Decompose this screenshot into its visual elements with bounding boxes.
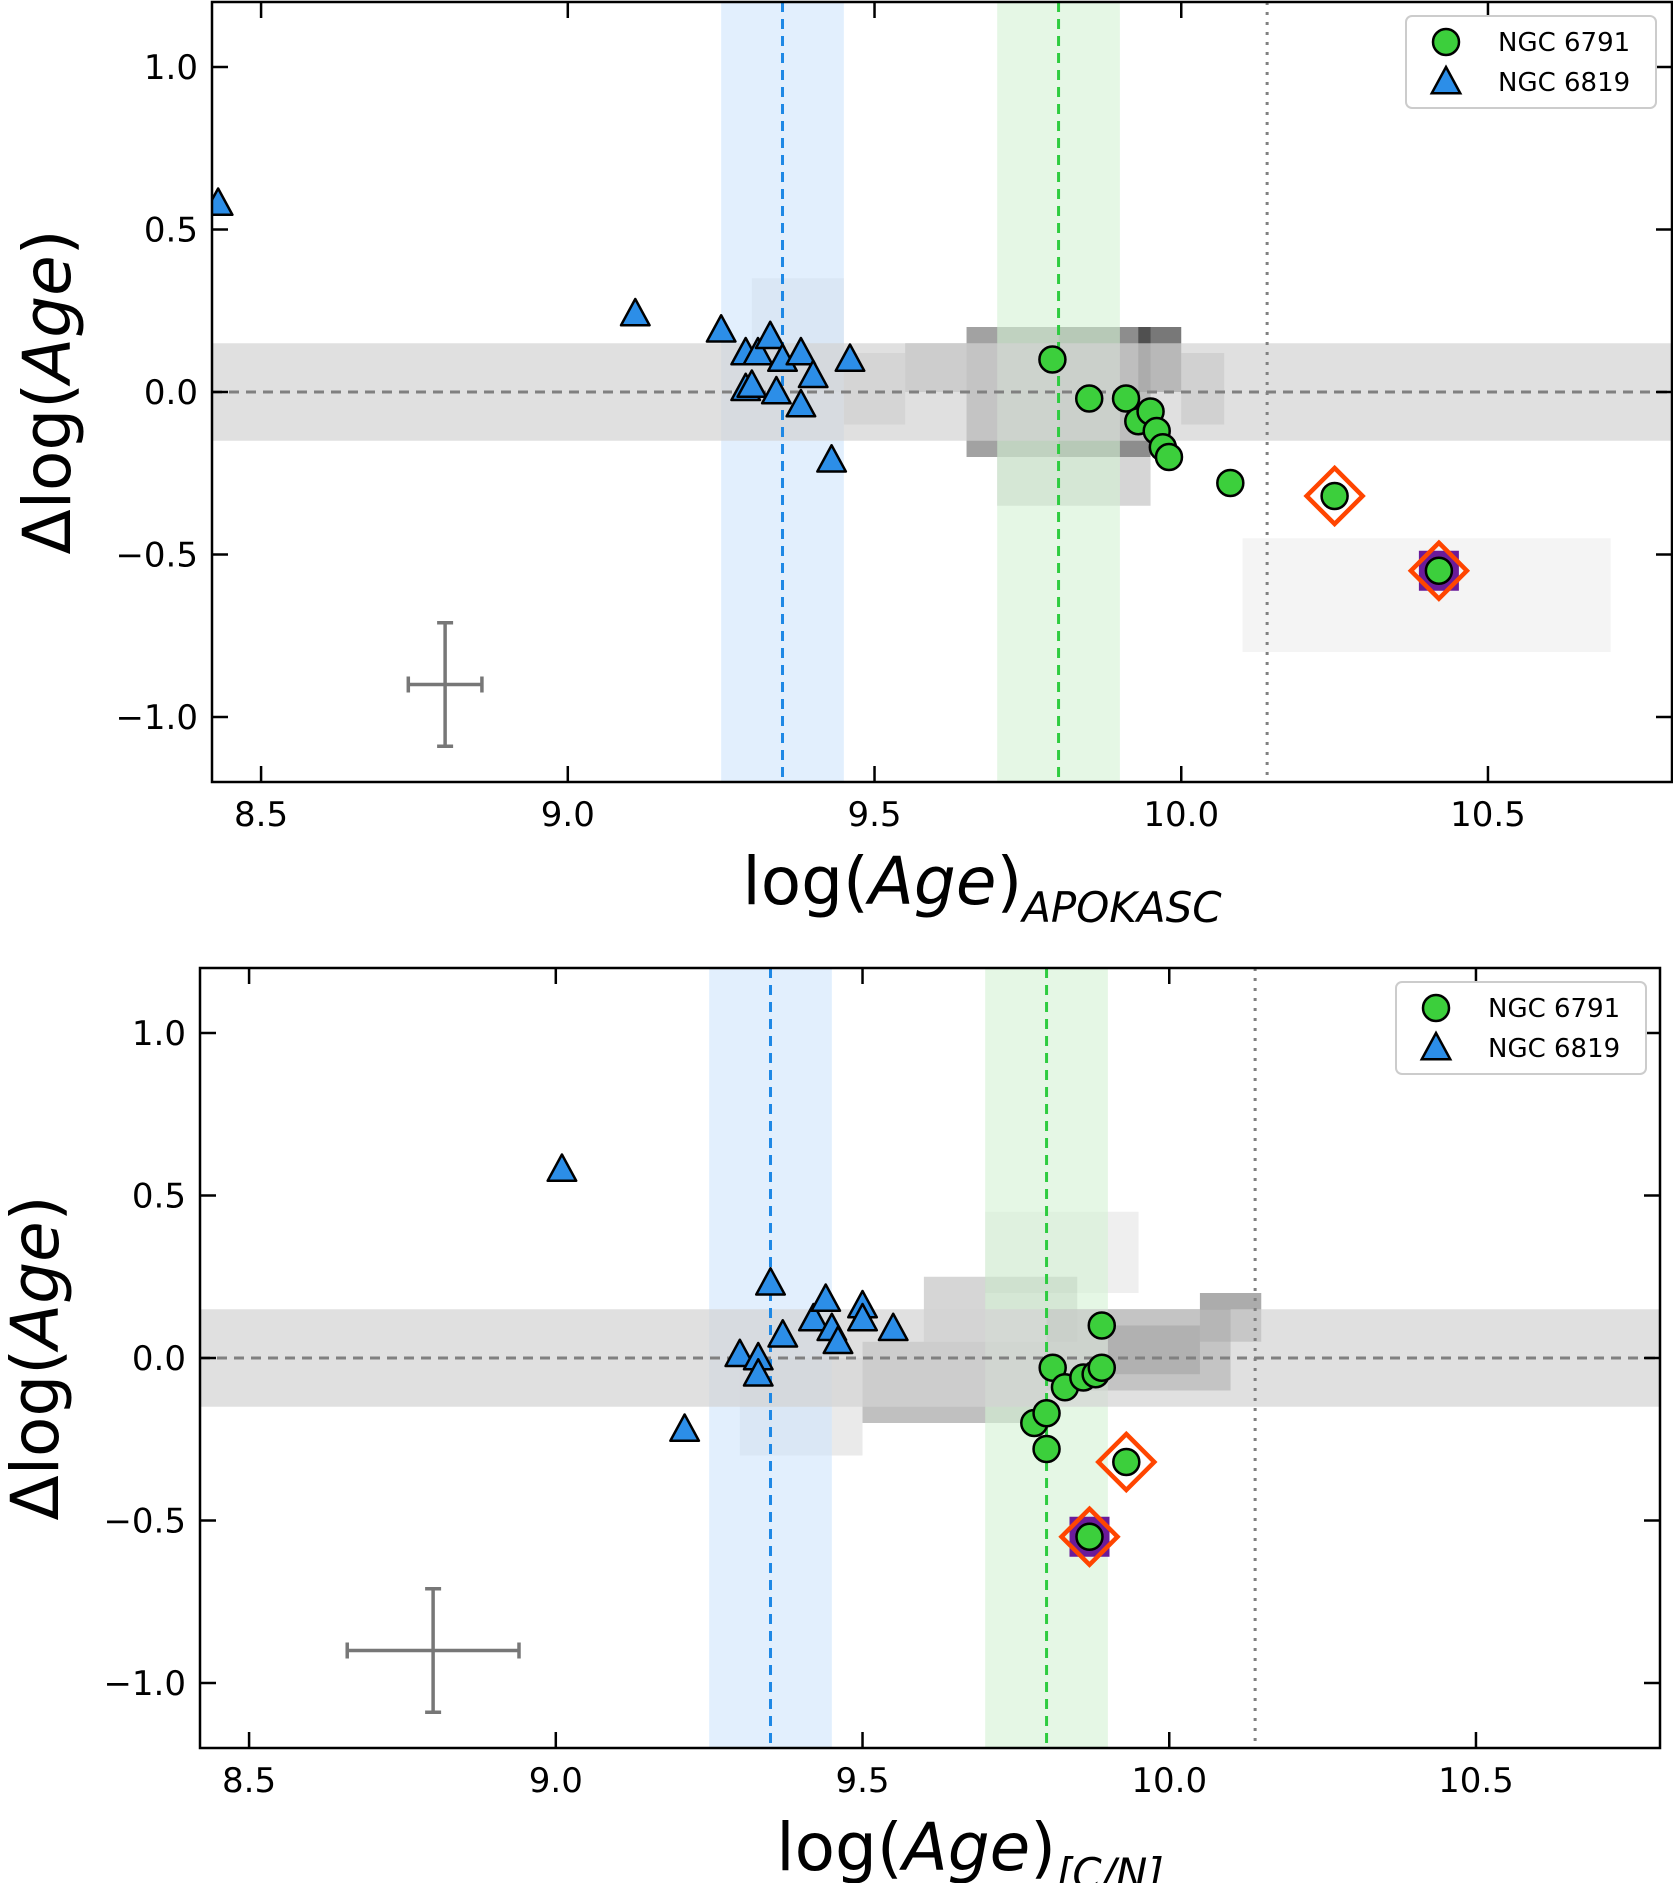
legend-label: NGC 6819: [1488, 1034, 1620, 1064]
legend-box: [1395, 981, 1647, 1075]
y-tick-label: 0.0: [132, 1339, 186, 1379]
data-point-ngc6791: [1320, 481, 1349, 511]
data-point-ngc6791: [1032, 1399, 1061, 1428]
legend: NGC 6791 NGC 6819: [1405, 15, 1657, 109]
data-point-ngc6819: [822, 1325, 854, 1355]
data-point-ngc6819: [742, 1358, 774, 1387]
y-axis-title: Δlog(Age): [0, 1196, 74, 1521]
y-axis-title-italic: Age: [0, 1221, 74, 1353]
data-point-ngc6819: [754, 320, 786, 350]
data-point-ngc6791: [1087, 1311, 1117, 1340]
data-point-ngc6819: [816, 444, 848, 473]
x-axis-title: log(Age)APOKASC: [742, 843, 1222, 932]
x-tick-label: 10.0: [1131, 1761, 1207, 1801]
legend-circle-icon: [1421, 993, 1451, 1023]
y-tick-label: −1.0: [103, 1664, 186, 1704]
highlight-diamond: [1095, 1430, 1158, 1494]
x-tick-label: 8.5: [234, 795, 288, 835]
data-point-ngc6819: [797, 359, 829, 389]
legend-circle-icon: [1431, 27, 1461, 57]
data-point-ngc6819: [742, 336, 774, 366]
y-axis-title: Δlog(Age): [9, 230, 86, 555]
data-point-ngc6819: [847, 1302, 879, 1332]
x-tick-label: 9.0: [541, 795, 595, 835]
data-point-ngc6791: [1111, 384, 1141, 413]
data-point-ngc6791: [1154, 442, 1184, 472]
bottom-panel: 8.5 9.0 9.5 10.0 10.51.00.50.0−0.5−1.0log(Ag…: [0, 966, 1662, 1883]
plot-area: [212, 2, 1672, 782]
x-axis-title: log(Age)[C/N]: [776, 1809, 1163, 1883]
data-point-ngc6791: [1424, 556, 1454, 585]
data-point-ngc6819: [767, 1319, 799, 1348]
y-tick-label: −1.0: [115, 698, 198, 738]
x-axis-title-close: ): [1030, 1809, 1056, 1883]
data-point-ngc6819: [760, 375, 792, 405]
data-point-ngc6819: [669, 1413, 701, 1442]
x-axis-title-close: ): [996, 843, 1022, 920]
representative-errorbar: [345, 1587, 521, 1714]
x-axis-title-subscript: APOKASC: [1019, 883, 1222, 932]
x-tick-label: 10.5: [1450, 795, 1526, 835]
legend: NGC 6791 NGC 6819: [1395, 981, 1647, 1075]
highlight-diamond: [1303, 464, 1366, 528]
legend-label: NGC 6819: [1498, 68, 1630, 98]
y-tick-label: 0.5: [144, 211, 198, 251]
highlight-diamond: [1058, 1505, 1121, 1568]
x-tick-label: 9.0: [529, 1761, 583, 1801]
legend-label: NGC 6791: [1488, 994, 1620, 1024]
x-axis-title-main: log(: [776, 1809, 902, 1883]
y-axis-title-italic: Age: [9, 255, 86, 387]
data-point-ngc6819: [785, 336, 817, 366]
data-point-ngc6819: [785, 388, 817, 418]
x-axis-title-italic: Age: [899, 1809, 1031, 1883]
y-axis-title-prefix: Δlog(: [9, 383, 86, 555]
top-panel: 8.5 9.0 9.5 10.0 10.51.00.50.0−0.5−1.0log(Ag…: [9, 0, 1673, 932]
data-point-ngc6791: [1087, 1353, 1117, 1382]
x-tick-label: 8.5: [222, 1761, 276, 1801]
data-point-ngc6791: [1075, 1522, 1104, 1551]
x-tick-label: 10.0: [1143, 795, 1219, 835]
x-tick-label: 9.5: [847, 795, 901, 835]
legend-label: NGC 6791: [1498, 28, 1630, 58]
x-tick-label: 10.5: [1438, 1761, 1514, 1801]
data-point-ngc6791: [1032, 1434, 1061, 1464]
x-axis-title-main: log(: [742, 843, 868, 920]
data-point-ngc6819: [736, 369, 768, 398]
data-point-ngc6819: [212, 187, 234, 216]
y-axis-title-prefix: Δlog(: [0, 1349, 74, 1521]
legend-box: [1405, 15, 1657, 109]
legend-triangle-icon: [1429, 64, 1463, 95]
y-axis-title-close: ): [9, 230, 86, 256]
data-point-ngc6819: [546, 1153, 578, 1182]
data-point-ngc6819: [705, 314, 737, 343]
legend-triangle-icon: [1419, 1030, 1453, 1061]
representative-errorbar: [406, 621, 484, 748]
data-point-ngc6819: [834, 343, 866, 372]
y-tick-label: 0.0: [144, 373, 198, 413]
data-point-ngc6791: [1038, 345, 1067, 374]
data-point-ngc6819: [619, 297, 651, 327]
highlight-diamond: [1407, 539, 1471, 602]
data-point-ngc6819: [797, 1302, 829, 1332]
data-point-ngc6819: [877, 1312, 909, 1342]
y-tick-label: 1.0: [144, 48, 198, 88]
y-tick-label: −0.5: [115, 536, 198, 576]
data-point-ngc6791: [1112, 1447, 1141, 1477]
y-tick-label: −0.5: [103, 1502, 186, 1542]
data-point-ngc6819: [724, 1338, 756, 1368]
data-point-ngc6791: [1074, 384, 1104, 413]
x-tick-label: 9.5: [835, 1761, 889, 1801]
data-point-ngc6819: [810, 1283, 842, 1312]
y-tick-label: 1.0: [132, 1014, 186, 1054]
data-point-ngc6791: [1216, 468, 1245, 498]
data-point-ngc6819: [755, 1267, 787, 1296]
plot-area: [200, 968, 1660, 1748]
x-axis-title-subscript: [C/N]: [1056, 1849, 1164, 1883]
x-axis-title-italic: Age: [865, 843, 997, 920]
y-axis-title-close: ): [0, 1196, 74, 1222]
y-tick-label: 0.5: [132, 1177, 186, 1217]
